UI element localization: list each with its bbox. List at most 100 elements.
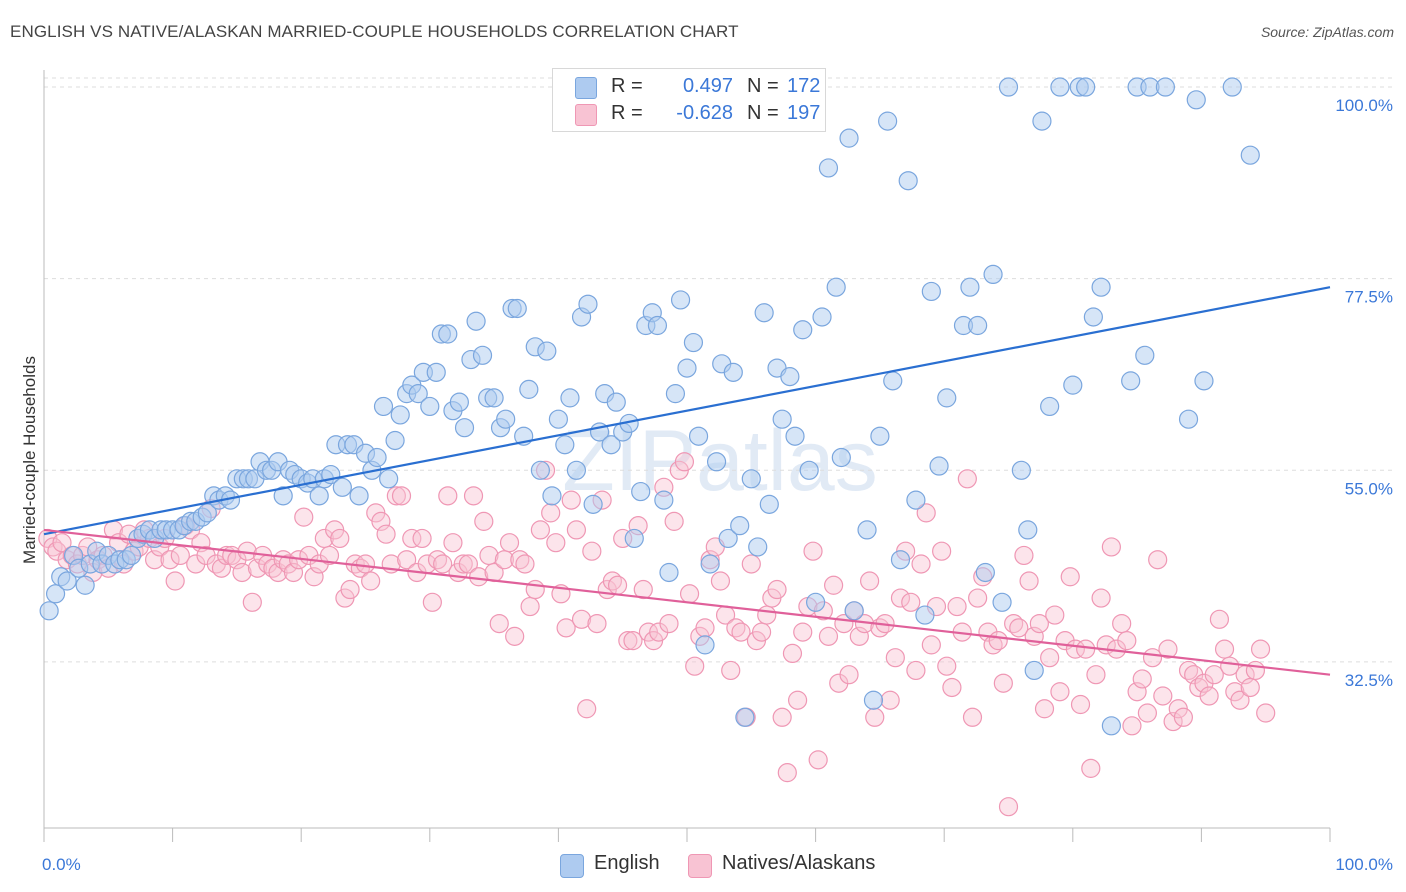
natives-point <box>453 554 473 574</box>
english-point <box>706 452 727 472</box>
english-point <box>1032 111 1052 131</box>
natives-point <box>283 562 304 583</box>
english-point <box>1024 660 1044 681</box>
english-point <box>1083 307 1103 327</box>
english-legend-swatch <box>560 854 584 878</box>
english-point <box>1135 345 1155 365</box>
natives-point <box>916 503 936 523</box>
natives-point <box>998 797 1019 817</box>
english-point <box>735 707 755 727</box>
english-point <box>844 601 864 621</box>
natives-swatch <box>575 104 597 126</box>
english-point <box>1076 77 1096 97</box>
natives-point <box>376 524 396 544</box>
english-point <box>688 426 709 446</box>
natives-point <box>839 665 859 685</box>
natives-point <box>232 562 252 583</box>
english-point <box>718 528 738 549</box>
natives-point <box>1040 648 1060 668</box>
english-point <box>1194 371 1214 391</box>
natives-point <box>242 592 262 612</box>
natives-point <box>530 520 550 540</box>
english-point <box>1091 277 1111 297</box>
natives-point <box>319 545 340 566</box>
natives-r-value: -0.628 <box>676 102 733 124</box>
english-point <box>1063 375 1083 395</box>
natives-point <box>355 554 376 574</box>
english-point <box>805 592 826 612</box>
english-point <box>677 358 697 378</box>
natives-point <box>767 579 787 600</box>
natives-point <box>1045 605 1065 625</box>
english-point <box>472 345 493 365</box>
natives-point <box>932 541 952 561</box>
english-r-label: R = <box>611 75 643 97</box>
natives-point <box>1117 631 1137 651</box>
natives-point <box>937 656 957 676</box>
english-point <box>309 486 329 506</box>
natives-point <box>1220 656 1240 676</box>
english-point <box>818 158 839 178</box>
natives-point <box>1009 618 1029 638</box>
english-point <box>496 409 516 429</box>
natives-n-label: N = <box>747 102 779 124</box>
natives-point <box>541 503 561 523</box>
natives-point <box>659 613 679 634</box>
english-points <box>39 77 1260 736</box>
english-point <box>723 362 743 382</box>
natives-point <box>787 690 808 710</box>
natives-point <box>1199 686 1219 706</box>
english-point <box>878 111 898 131</box>
english-point <box>349 486 369 506</box>
natives-trend-line <box>43 528 1331 676</box>
natives-point <box>515 554 535 574</box>
english-point <box>1040 396 1060 417</box>
natives-point <box>525 579 545 600</box>
natives-point <box>386 486 406 506</box>
natives-point <box>1163 711 1183 732</box>
natives-point <box>1245 660 1266 681</box>
natives-point <box>860 571 880 591</box>
natives-point <box>211 558 232 578</box>
natives-point <box>422 592 442 612</box>
natives-point <box>1112 613 1132 634</box>
english-point <box>831 447 851 468</box>
natives-point <box>247 558 268 578</box>
natives-point <box>685 656 705 676</box>
english-n-value: 172 <box>787 75 821 97</box>
y-tick-label: 77.5% <box>1345 288 1393 307</box>
english-swatch <box>575 77 597 99</box>
series-legend: English Natives/Alaskans <box>0 852 1406 878</box>
natives-point <box>803 541 823 561</box>
natives-point <box>1060 567 1080 587</box>
english-point <box>960 277 980 297</box>
natives-point <box>885 648 905 668</box>
natives-point <box>546 533 566 553</box>
natives-point <box>582 541 602 561</box>
natives-point <box>587 613 607 634</box>
y-tick-label: 32.5% <box>1345 671 1393 690</box>
english-point <box>915 605 935 625</box>
english-point <box>530 460 550 480</box>
natives-point <box>489 613 509 634</box>
english-point <box>857 520 877 540</box>
english-r-value: 0.497 <box>682 75 733 97</box>
natives-point <box>397 550 417 570</box>
natives-point <box>571 609 592 629</box>
natives-point <box>633 579 653 600</box>
english-point <box>647 315 668 336</box>
english-point <box>601 435 621 455</box>
natives-point <box>818 626 839 646</box>
english-point <box>654 490 674 510</box>
natives-r-label: R = <box>611 102 643 124</box>
natives-point <box>412 528 432 549</box>
natives-point <box>1091 588 1111 608</box>
natives-point <box>566 520 587 540</box>
natives-point <box>1076 639 1096 659</box>
english-point <box>379 469 399 489</box>
english-point <box>519 379 539 399</box>
natives-point <box>772 707 792 727</box>
natives-legend-swatch <box>688 854 712 878</box>
natives-point <box>1029 613 1049 634</box>
english-point <box>1178 409 1199 429</box>
